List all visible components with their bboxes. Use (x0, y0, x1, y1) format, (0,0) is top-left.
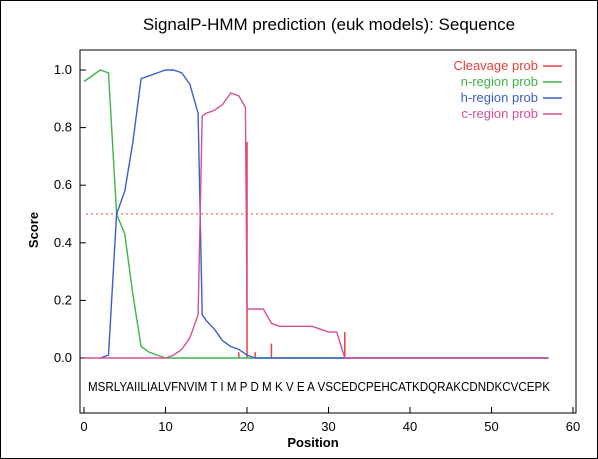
series-lines (83, 69, 549, 359)
x-tick-label: 20 (240, 419, 254, 434)
sequence-label: MSRLYAIILIALVFNVIM T I M P D M K V E A V… (88, 380, 551, 394)
cleavage-bars (84, 142, 549, 359)
y-tick-label: 0.2 (54, 292, 72, 307)
y-tick-label: 0.6 (54, 177, 72, 192)
x-tick-label: 10 (158, 419, 172, 434)
x-tick-label: 50 (484, 419, 498, 434)
legend-label: h-region prob (461, 90, 538, 105)
y-axis: 0.0 0.2 0.4 0.6 0.8 1.0 (54, 62, 86, 365)
legend-label: n-region prob (461, 74, 538, 89)
legend-label: c-region prob (461, 106, 538, 121)
h-region-line (100, 69, 549, 359)
c-region-line (84, 92, 549, 359)
y-tick-label: 0.4 (54, 235, 72, 250)
y-tick-label: 0.8 (54, 120, 72, 135)
chart-title: SignalP-HMM prediction (euk models): Seq… (143, 15, 515, 34)
y-axis-label: Score (26, 212, 41, 248)
y-tick-label: 1.0 (54, 62, 72, 77)
x-axis: 0 10 20 30 40 50 60 (80, 407, 580, 434)
y-tick-label: 0.0 (54, 350, 72, 365)
x-tick-label: 60 (566, 419, 580, 434)
x-axis-label: Position (287, 435, 338, 450)
legend-label: Cleavage prob (453, 58, 538, 73)
x-tick-label: 0 (80, 419, 87, 434)
x-tick-label: 40 (403, 419, 417, 434)
x-tick-label: 30 (321, 419, 335, 434)
